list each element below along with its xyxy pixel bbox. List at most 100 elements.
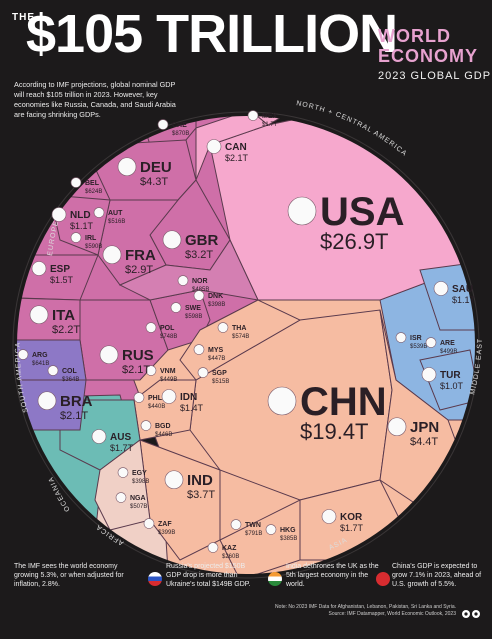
irl-flag-icon (70, 232, 82, 243)
country-value-label: $385B (280, 536, 297, 542)
country-value-label: $1.7T (340, 523, 364, 533)
nld-flag-icon (51, 207, 67, 222)
country-bra: BRA$2.1T (37, 391, 93, 422)
country-code-label: VNM (160, 368, 176, 375)
country-code-label: POL (160, 325, 175, 332)
bgd-flag-icon (140, 420, 152, 431)
cell-twn (219, 499, 301, 575)
cell-arg (16, 339, 87, 381)
country-jpn: JPN$4.4T (387, 417, 439, 448)
country-che: CHE $870B (157, 119, 189, 137)
country-value-label: $2.1T (122, 364, 150, 376)
country-ind: IND$3.7T (164, 470, 215, 501)
country-ita: ITA$2.2T (29, 305, 80, 336)
country-code-label: DNK (208, 293, 223, 300)
zaf-flag-icon (143, 518, 155, 529)
fra-flag-icon (102, 245, 122, 265)
country-value-label: $870B (172, 131, 189, 137)
country-code-label: DEU (140, 159, 172, 176)
country-value-label: $4.4T (410, 436, 438, 448)
country-usa: USA$26.9T (287, 190, 404, 254)
country-code-label: SAU (452, 284, 473, 295)
india-flag-icon (268, 572, 282, 586)
arg-flag-icon (17, 349, 29, 360)
country-code-label: MYS (208, 347, 224, 354)
kaz-flag-icon (207, 542, 219, 553)
country-code-label: EGY (132, 470, 147, 477)
country-are: ARE $499B (425, 337, 457, 355)
country-value-label: $1.7T (262, 122, 278, 128)
sgp-flag-icon (197, 367, 209, 378)
country-value-label: $398B (132, 479, 149, 485)
country-value-label: $364B (62, 377, 79, 383)
are-flag-icon (425, 337, 437, 348)
country-value-label: $641B (32, 361, 49, 367)
country-value-label: $499B (440, 349, 457, 355)
bel-flag-icon (70, 177, 82, 188)
russia-flag-icon (148, 572, 162, 586)
country-code-label: FRA (125, 247, 156, 264)
country-code-label: IDN (180, 392, 197, 403)
country-code-label: GBR (185, 232, 219, 249)
sau-flag-icon (433, 281, 449, 296)
tha-flag-icon (217, 322, 229, 333)
isr-flag-icon (395, 332, 407, 343)
country-value-label: $748B (160, 334, 177, 340)
china-flag-icon (376, 572, 390, 586)
country-value-label: $598B (185, 314, 202, 320)
country-value-label: $440B (148, 404, 165, 410)
country-code-label: IRL (85, 235, 97, 242)
cell-nor-dnk (118, 238, 259, 301)
title-right-line2: ECONOMY (378, 46, 479, 66)
country-code-label: IND (187, 472, 213, 489)
country-chn: CHN$19.4T (267, 380, 387, 444)
country-value-label: $447B (208, 356, 225, 362)
pol-flag-icon (145, 322, 157, 333)
nga-flag-icon (115, 492, 127, 503)
country-value-label: $539B (410, 344, 427, 350)
country-code-label: NLD (70, 210, 91, 221)
chn-flag-icon (267, 386, 297, 416)
country-value-label: $516B (108, 219, 125, 225)
country-code-label: BEL (85, 180, 100, 187)
page-title: $105 TRILLION (26, 4, 398, 64)
country-value-label: $26.9T (320, 229, 389, 254)
country-zaf: ZAF $399B (143, 518, 175, 536)
country-code-label: CHN (300, 380, 387, 424)
country-code-label: ARE (440, 340, 455, 347)
country-kor: KOR$1.7T (321, 509, 364, 533)
nor-flag-icon (177, 275, 189, 286)
country-code-label: BRA (60, 393, 93, 410)
country-swe: SWE $598B (170, 302, 202, 320)
footnote-note: Note: No 2023 IMF Data for Afghanistan, … (275, 604, 456, 610)
country-value-label: $485B (192, 287, 209, 293)
country-nld: NLD$1.1T (51, 207, 94, 231)
country-code-label: TUR (440, 370, 461, 381)
footnote: Note: No 2023 IMF Data for Afghanistan, … (246, 604, 456, 618)
footnote-source: Source: IMF Datamapper, World Economic O… (328, 611, 456, 617)
title-prefix: THE (12, 12, 35, 23)
country-deu: DEU$4.3T (117, 157, 172, 188)
country-twn: TWN $791B (230, 519, 262, 537)
country-code-label: KAZ (222, 545, 237, 552)
country-code-label: CAN (225, 142, 247, 153)
country-value-label: $399B (158, 530, 175, 536)
country-value-label: $624B (85, 189, 102, 195)
aus-flag-icon (91, 429, 107, 444)
country-nga: NGA $507B (115, 492, 147, 510)
tur-flag-icon (421, 367, 437, 382)
country-code-label: MEX (262, 113, 278, 120)
country-value-label: $507B (130, 504, 147, 510)
country-code-label: HKG (280, 527, 296, 534)
cell-nga (94, 439, 151, 531)
intro-text: According to IMF projections, global nom… (14, 80, 176, 119)
country-gbr: GBR$3.2T (162, 230, 219, 261)
country-phl: PHL $440B (133, 392, 165, 410)
country-code-label: ISR (410, 335, 422, 342)
country-value-label: $3.2T (185, 249, 213, 261)
country-value-label: $260B (222, 554, 239, 560)
country-tha: THA $574B (217, 322, 249, 340)
country-value-label: $446B (155, 432, 172, 438)
country-value-label: $1.0T (440, 381, 464, 391)
